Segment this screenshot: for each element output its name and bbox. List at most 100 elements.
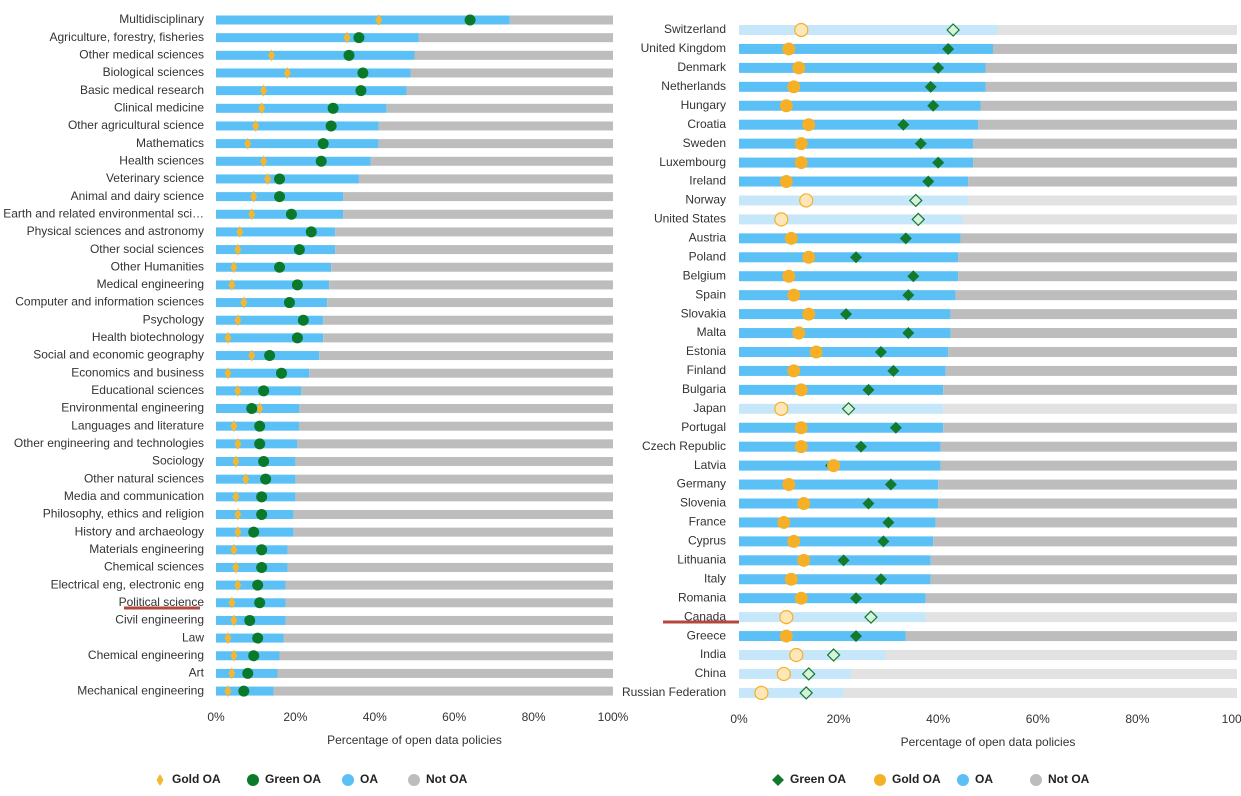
bar-segment	[943, 403, 1237, 414]
marker	[794, 383, 808, 397]
marker	[230, 420, 238, 433]
marker	[317, 138, 329, 150]
category-label: China	[695, 666, 727, 680]
bar-segment	[997, 25, 1237, 35]
category-label: Art	[189, 666, 205, 680]
bar-segment	[335, 227, 613, 237]
marker	[305, 226, 317, 238]
marker	[946, 23, 960, 37]
category-label: Mathematics	[136, 136, 204, 150]
marker	[802, 250, 816, 264]
marker	[850, 251, 863, 264]
bar-segment	[739, 555, 931, 566]
bar-segment	[216, 15, 510, 25]
bar-segment	[216, 492, 296, 502]
bar-segment	[279, 651, 613, 661]
x-tick-label: 20%	[283, 710, 307, 724]
marker	[922, 175, 935, 188]
marker	[794, 421, 808, 435]
bar-segment	[739, 214, 964, 225]
marker	[224, 685, 232, 698]
marker	[254, 597, 266, 609]
marker	[258, 456, 270, 467]
bar-segment	[358, 174, 613, 184]
marker	[230, 261, 238, 274]
marker	[293, 244, 305, 256]
category-label: Finland	[687, 363, 726, 377]
bar-segment	[968, 176, 1237, 187]
marker	[914, 137, 927, 150]
marker	[794, 137, 808, 151]
legend-label: Not OA	[426, 772, 468, 786]
marker	[228, 667, 236, 680]
bar-segment	[331, 262, 613, 272]
bar-segment	[925, 593, 1237, 604]
bar-segment	[216, 50, 415, 60]
bar-segment	[509, 15, 613, 25]
marker	[774, 212, 789, 227]
marker	[779, 99, 793, 113]
bar-segment	[948, 346, 1237, 357]
bar-segment	[216, 245, 336, 255]
marker	[779, 610, 794, 625]
bar-segment	[992, 43, 1237, 54]
marker	[782, 42, 796, 56]
bar-segment	[285, 580, 613, 590]
marker	[242, 667, 254, 679]
marker	[787, 534, 801, 548]
bar-segment	[283, 633, 613, 643]
bar-segment	[410, 68, 613, 78]
marker	[228, 278, 236, 291]
bar-segment	[343, 209, 613, 219]
category-label: Social and economic geography	[33, 348, 204, 362]
category-label: Slovenia	[680, 496, 726, 510]
bar-segment	[739, 365, 946, 376]
marker	[252, 632, 264, 644]
category-label: Physical sciences and astronomy	[27, 224, 204, 238]
marker	[268, 49, 276, 62]
marker	[837, 554, 850, 567]
category-label: Lithuania	[677, 552, 726, 566]
category-label: Slovakia	[681, 306, 727, 320]
marker	[902, 289, 915, 302]
bar-segment	[293, 509, 613, 519]
marker	[902, 327, 915, 340]
marker	[841, 401, 856, 416]
category-label: Latvia	[694, 458, 726, 472]
category-label: Malta	[697, 325, 727, 339]
bar-segment	[378, 139, 613, 149]
bar-segment	[973, 138, 1237, 149]
marker	[792, 61, 806, 75]
marker	[260, 84, 268, 97]
bar-segment	[216, 227, 336, 237]
marker	[327, 102, 339, 114]
marker	[283, 297, 295, 309]
marker	[776, 666, 791, 682]
marker	[248, 526, 260, 538]
bar-segment	[930, 574, 1237, 585]
legend-label: OA	[360, 772, 378, 786]
marker	[850, 630, 863, 643]
bar-segment	[323, 333, 613, 343]
bar-segment	[301, 386, 613, 396]
plots: Multidisciplinary Agriculture, forestry, …	[3, 12, 1241, 786]
bar-segment	[287, 545, 613, 555]
bar-segment	[980, 100, 1237, 111]
marker	[787, 288, 801, 302]
category-label: Ireland	[689, 174, 726, 188]
marker	[285, 208, 297, 220]
category-label: Multidisciplinary	[119, 12, 204, 26]
marker	[240, 296, 248, 309]
category-label: Law	[182, 630, 204, 644]
category-label: Chemical sciences	[104, 560, 204, 574]
bar-segment	[216, 333, 324, 343]
marker	[932, 61, 945, 74]
marker	[258, 102, 266, 115]
marker	[230, 614, 238, 627]
category-label: Animal and dairy science	[71, 189, 205, 203]
marker	[224, 331, 232, 344]
category-label: Croatia	[687, 117, 726, 131]
bar-segment	[978, 119, 1237, 130]
bar-segment	[739, 43, 993, 54]
marker	[774, 401, 789, 416]
